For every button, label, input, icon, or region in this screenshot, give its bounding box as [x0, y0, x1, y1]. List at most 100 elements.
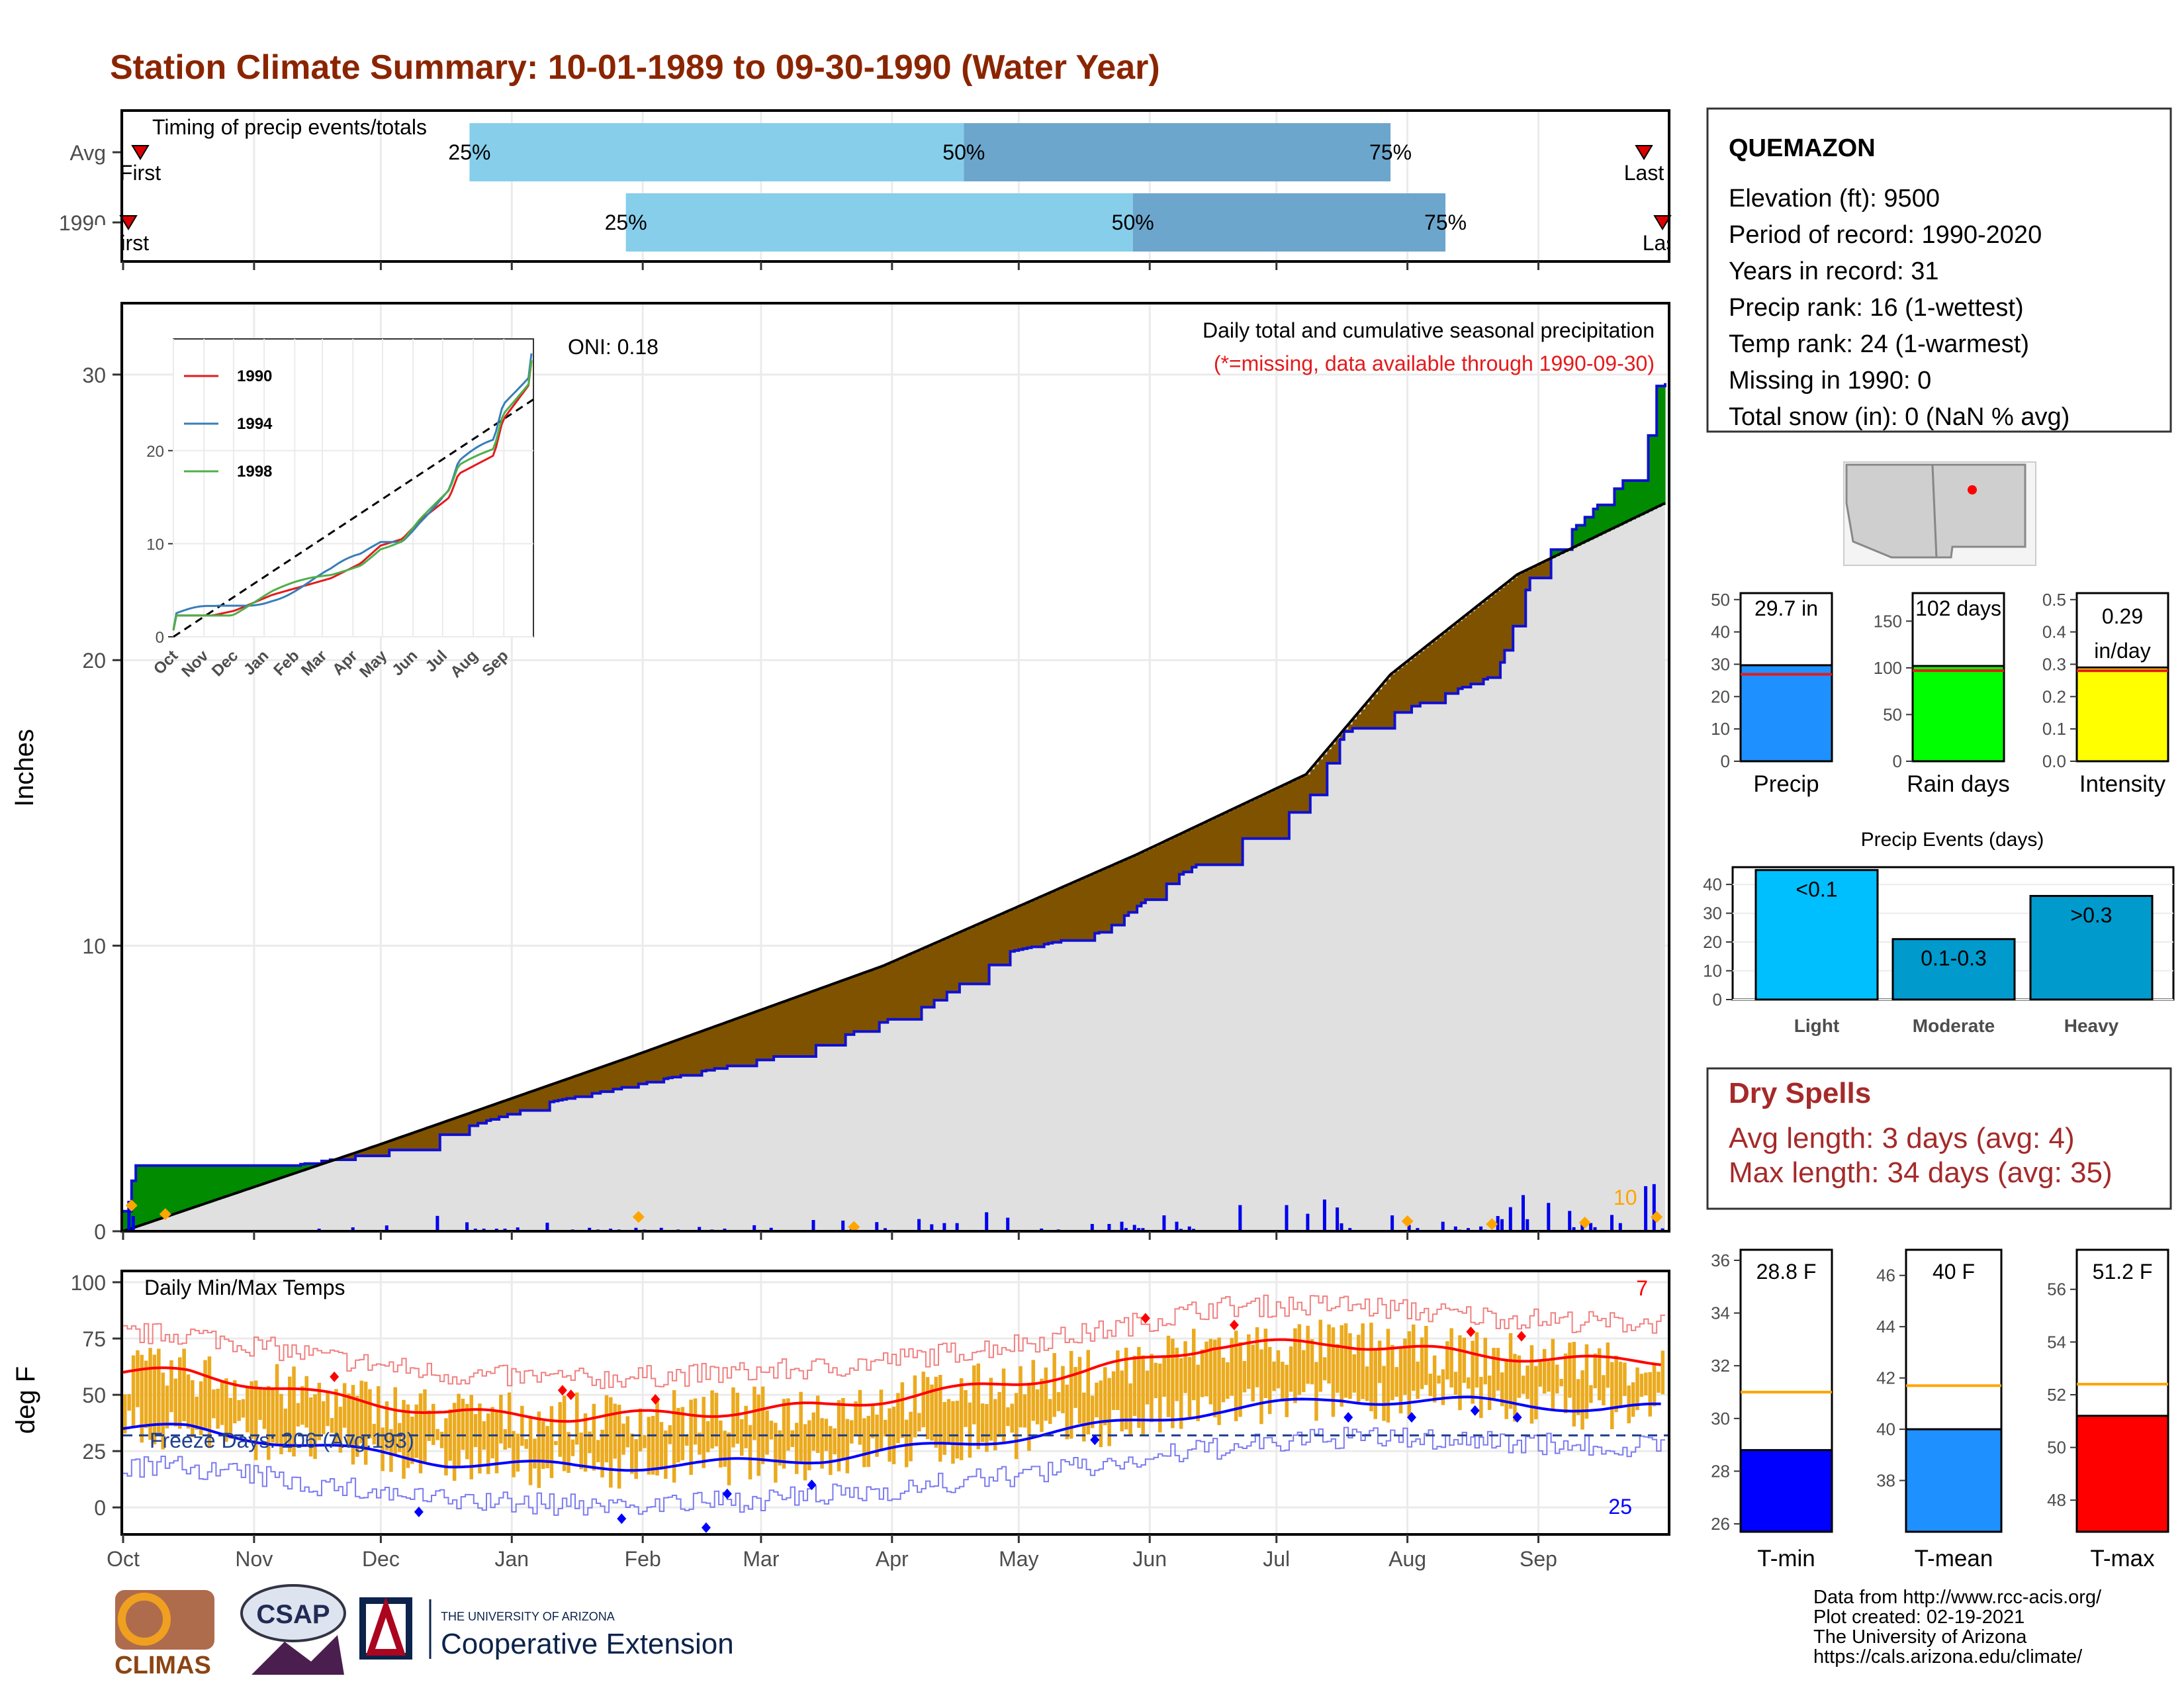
deficit-fill [1357, 714, 1361, 729]
deficit-fill [672, 1041, 677, 1077]
deficit-fill [714, 1026, 719, 1069]
daily-temp-bar [1504, 1360, 1508, 1419]
daily-temp-bar [507, 1392, 512, 1448]
daily-temp-bar [1158, 1363, 1162, 1432]
summary-precip-bar [1739, 664, 1833, 763]
daily-temp-bar [161, 1372, 165, 1450]
deficit-fill [790, 999, 796, 1056]
summary-temp-bar [1905, 1428, 2003, 1533]
daily-temp-bar [769, 1421, 774, 1440]
cumulative-frame [120, 302, 1670, 1233]
map-state-arizona [1845, 463, 1938, 559]
events-category-label: Heavy [2064, 1015, 2119, 1036]
summary-precip-ytick-label: 0.0 [2042, 751, 2066, 771]
daily-temp-bar [1056, 1392, 1061, 1411]
deficit-fill [1412, 657, 1416, 706]
daily-temp-bar [588, 1431, 592, 1454]
deficit-fill [1373, 694, 1379, 729]
summary-precip-ytick-label: 0.4 [2042, 622, 2066, 642]
daily-temp-bar [1192, 1329, 1196, 1401]
daily-temp-bar [659, 1422, 664, 1470]
daily-temp-bar [968, 1402, 972, 1458]
deficit-fill [1538, 564, 1543, 579]
daily-temp-bar [1331, 1327, 1336, 1417]
deficit-fill [698, 1033, 703, 1076]
daily-temp-bar [833, 1428, 837, 1454]
daily-temp-bar [432, 1403, 435, 1445]
cumulative-ytick-label: 20 [82, 649, 106, 673]
deficit-fill [1483, 601, 1488, 679]
deficit-fill [1158, 844, 1163, 900]
inset-legend-label: 1990 [237, 367, 272, 385]
deficit-fill [427, 1127, 432, 1150]
deficit-fill [499, 1102, 504, 1117]
daily-temp-bar [993, 1399, 997, 1450]
deficit-fill [643, 1053, 648, 1084]
deficit-fill [1061, 888, 1066, 941]
deficit-fill [1221, 814, 1226, 865]
daily-precip-bar [811, 1220, 815, 1231]
daily-temp-bar [178, 1357, 182, 1429]
daily-precip-bar [841, 1220, 845, 1231]
daily-temp-bar [1369, 1323, 1373, 1411]
deficit-fill [583, 1073, 588, 1097]
deficit-fill [760, 1009, 766, 1060]
daily-temp-bar [342, 1383, 347, 1428]
surplus-fill [182, 1165, 187, 1211]
daily-temp-bar [246, 1387, 250, 1432]
surplus-fill [246, 1165, 251, 1190]
deficit-fill [1073, 882, 1079, 941]
deficit-fill [647, 1051, 652, 1082]
deficit-fill [1251, 800, 1256, 839]
deficit-fill [676, 1040, 682, 1077]
deficit-fill [964, 930, 969, 984]
temps-month-label: Dec [362, 1547, 400, 1571]
daily-temp-bar [862, 1418, 866, 1468]
deficit-fill [1234, 808, 1239, 865]
deficit-fill [815, 990, 821, 1045]
deficit-fill [769, 1006, 774, 1060]
daily-temp-bar [1403, 1338, 1407, 1395]
daily-temp-bar [1551, 1338, 1555, 1411]
summary-precip-category-label: Rain days [1907, 771, 2010, 797]
daily-temp-bar [760, 1386, 765, 1464]
daily-temp-bar [152, 1354, 157, 1444]
deficit-fill [778, 1004, 783, 1056]
daily-temp-bar [355, 1395, 359, 1457]
deficit-fill [444, 1121, 449, 1135]
surplus-fill [233, 1165, 238, 1194]
daily-temp-bar [879, 1389, 884, 1450]
surplus-fill [1555, 549, 1560, 557]
deficit-fill [381, 1144, 386, 1156]
daily-temp-bar [866, 1415, 870, 1468]
surplus-fill [169, 1165, 175, 1216]
daily-temp-bar [1281, 1362, 1285, 1402]
deficit-fill [879, 967, 884, 1023]
daily-temp-bar [1534, 1366, 1538, 1420]
station-name: QUEMAZON [1729, 134, 1876, 162]
daily-precip-bar [516, 1227, 520, 1231]
daily-temp-bar [308, 1397, 313, 1457]
deficit-fill [1052, 891, 1058, 943]
deficit-fill [1322, 754, 1328, 795]
deficit-fill [858, 974, 863, 1032]
daily-temp-bar [1183, 1341, 1187, 1393]
daily-temp-bar [1213, 1339, 1217, 1418]
deficit-fill [621, 1060, 627, 1088]
record-high-marker [1516, 1331, 1526, 1342]
daily-temp-bar [930, 1384, 934, 1441]
deficit-fill [913, 953, 918, 1019]
deficit-fill [596, 1068, 601, 1094]
deficit-fill [347, 1155, 352, 1160]
daily-precip-bar [752, 1225, 756, 1231]
daily-temp-bar [1373, 1348, 1377, 1419]
daily-temp-bar [1416, 1361, 1420, 1399]
daily-precip-bar [875, 1222, 879, 1231]
daily-precip-bar [1285, 1205, 1289, 1231]
summary-precip-ytick-label: 40 [1711, 622, 1730, 642]
deficit-fill [887, 964, 893, 1019]
daily-temp-bar [1361, 1323, 1365, 1399]
deficit-fill [1306, 774, 1311, 813]
deficit-fill [968, 928, 973, 984]
daily-temp-bar [1082, 1392, 1086, 1442]
